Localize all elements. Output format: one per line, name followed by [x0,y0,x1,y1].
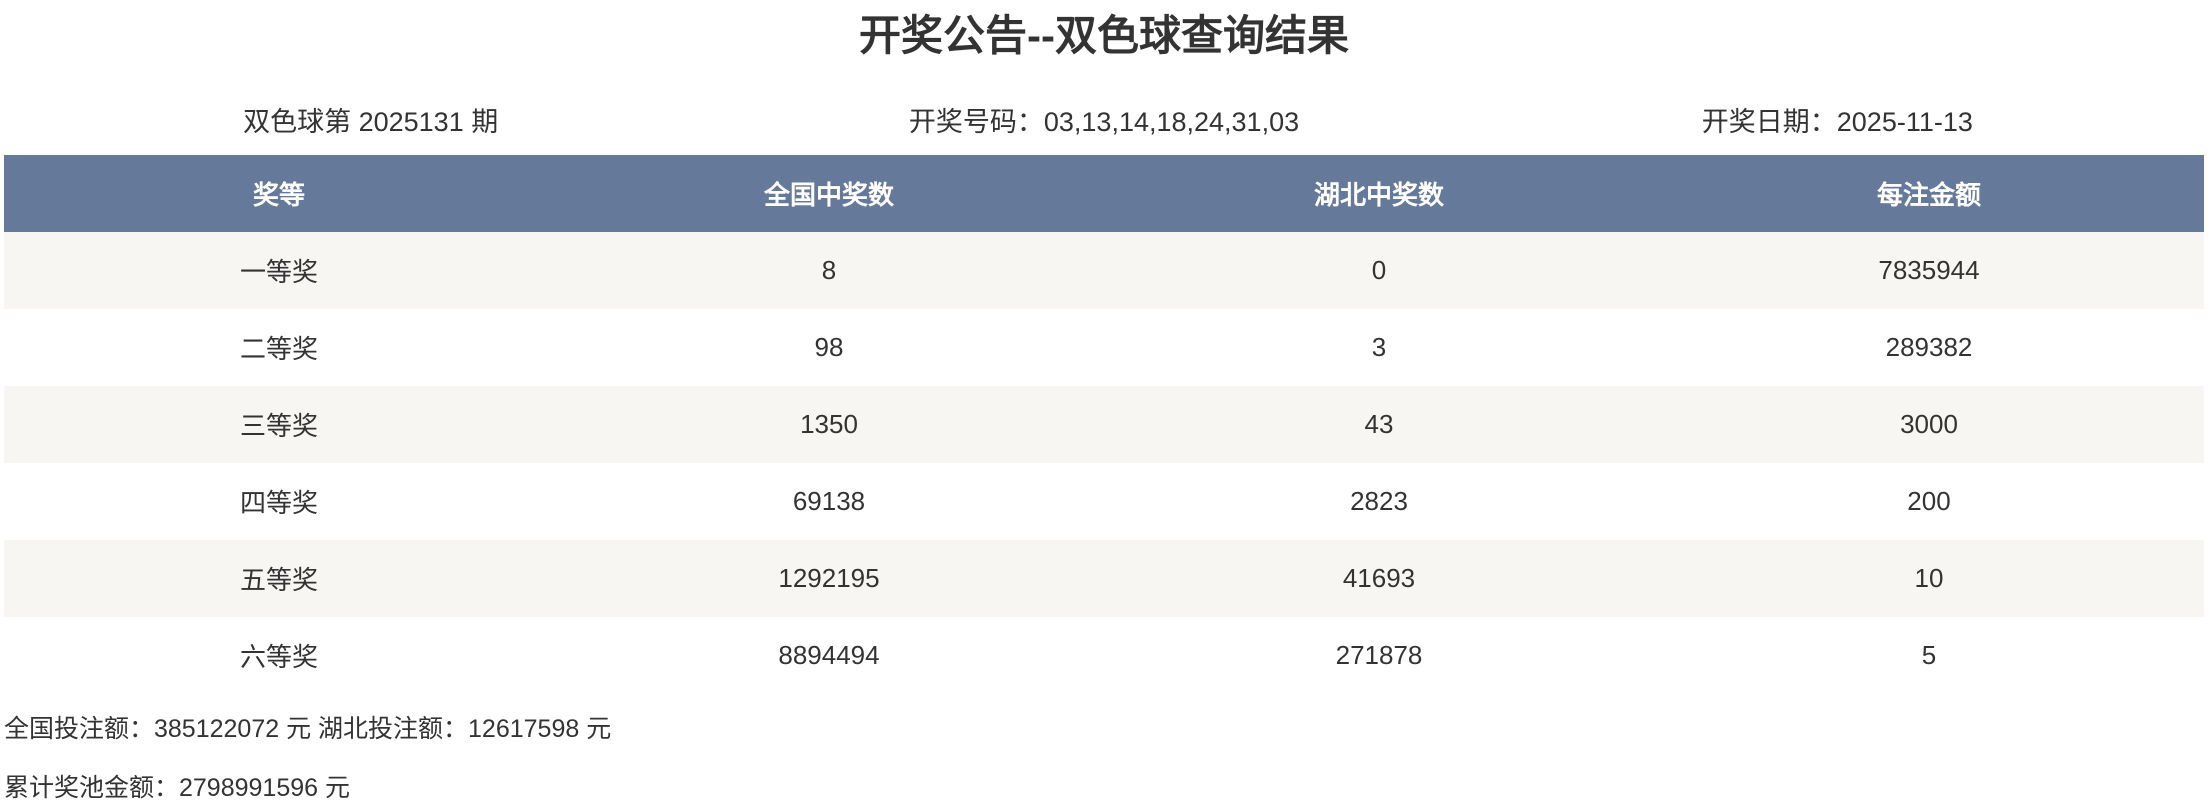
cell-hubei-winners: 41693 [1342,563,1416,593]
table-row: 六等奖 8894494 271878 5 [4,617,2204,694]
draw-date: 开奖日期：2025-11-13 [1701,107,1973,137]
header-national-winners: 全国中奖数 [554,155,1104,232]
cell-prize-level: 一等奖 [239,257,318,287]
header-prize-level: 奖等 [4,155,554,232]
table-row: 四等奖 69138 2823 200 [4,463,2204,540]
cell-prize-amount: 289382 [1885,332,1973,362]
table-row: 一等奖 8 0 7835944 [4,232,2204,309]
cell-prize-amount: 3000 [1900,409,1958,439]
cell-prize-amount: 200 [1907,486,1951,516]
cell-prize-amount: 7835944 [1878,255,1980,285]
table-row: 三等奖 1350 43 3000 [4,386,2204,463]
cell-prize-amount: 10 [1914,563,1944,593]
draw-info-row: 双色球第 2025131 期 开奖号码：03,13,14,18,24,31,03… [4,100,2204,144]
cell-prize-amount: 5 [1921,640,1937,670]
header-hubei-winners: 湖北中奖数 [1104,155,1654,232]
cell-prize-level: 六等奖 [239,642,318,672]
table-row: 二等奖 98 3 289382 [4,309,2204,386]
cell-hubei-winners: 2823 [1350,486,1408,516]
table-row: 五等奖 1292195 41693 10 [4,540,2204,617]
cell-hubei-winners: 3 [1371,332,1387,362]
cell-prize-level: 五等奖 [239,565,318,595]
cell-prize-level: 四等奖 [239,488,318,518]
sales-summary: 全国投注额：385122072 元 湖北投注额：12617598 元 [4,715,612,743]
cell-national-winners: 69138 [792,486,866,516]
cell-hubei-winners: 0 [1371,255,1387,285]
issue-number: 双色球第 2025131 期 [243,107,499,137]
cell-national-winners: 8 [821,255,837,285]
cell-prize-level: 三等奖 [239,411,318,441]
cell-hubei-winners: 271878 [1335,640,1423,670]
prize-table: 奖等 全国中奖数 湖北中奖数 每注金额 一等奖 8 0 7835944 二等奖 98 3 28… [4,155,2204,694]
page-title: 开奖公告--双色球查询结果 [859,12,1349,59]
winning-numbers: 开奖号码：03,13,14,18,24,31,03 [908,107,1300,137]
table-header-row: 奖等 全国中奖数 湖北中奖数 每注金额 [4,155,2204,232]
cell-national-winners: 1292195 [778,563,880,593]
header-prize-amount: 每注金额 [1654,155,2204,232]
jackpot-pool: 累计奖池金额：2798991596 元 [4,774,350,802]
cell-national-winners: 1350 [800,409,858,439]
cell-national-winners: 98 [814,332,844,362]
cell-hubei-winners: 43 [1364,409,1394,439]
cell-national-winners: 8894494 [778,640,880,670]
cell-prize-level: 二等奖 [239,334,318,364]
